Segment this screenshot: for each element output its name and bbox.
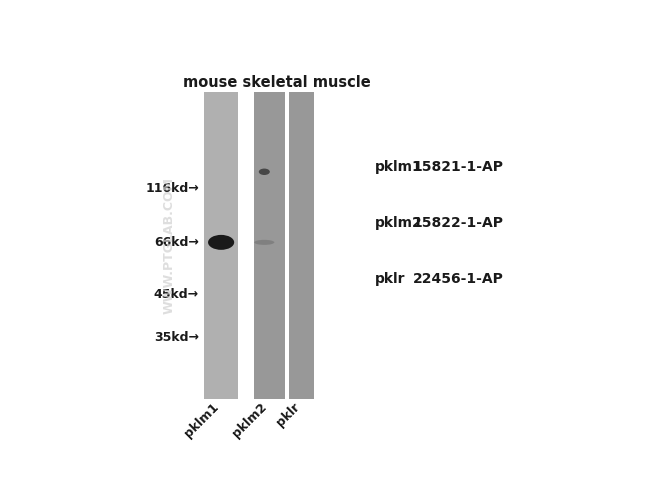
Text: 15821-1-AP: 15821-1-AP: [413, 160, 503, 174]
Text: pklm1: pklm1: [375, 160, 422, 174]
Text: pklm2: pklm2: [375, 216, 422, 230]
Text: 15822-1-AP: 15822-1-AP: [413, 216, 503, 230]
Text: 66kd→: 66kd→: [154, 236, 199, 249]
Text: 45kd→: 45kd→: [154, 288, 199, 301]
Text: pklm2: pklm2: [230, 401, 270, 440]
Text: pklr: pklr: [273, 401, 302, 429]
Text: WWW.PTGLAB.COM: WWW.PTGLAB.COM: [163, 177, 176, 314]
Ellipse shape: [208, 235, 234, 250]
Ellipse shape: [254, 240, 274, 245]
Text: 22456-1-AP: 22456-1-AP: [413, 272, 503, 286]
Bar: [290, 92, 314, 399]
Text: 116kd→: 116kd→: [145, 182, 199, 195]
Text: pklm1: pklm1: [181, 401, 221, 440]
Text: mouse skeletal muscle: mouse skeletal muscle: [183, 75, 371, 90]
Text: pklr: pklr: [375, 272, 405, 286]
Ellipse shape: [259, 169, 270, 175]
Bar: [254, 92, 285, 399]
Bar: [204, 92, 238, 399]
Text: 35kd→: 35kd→: [154, 331, 199, 344]
